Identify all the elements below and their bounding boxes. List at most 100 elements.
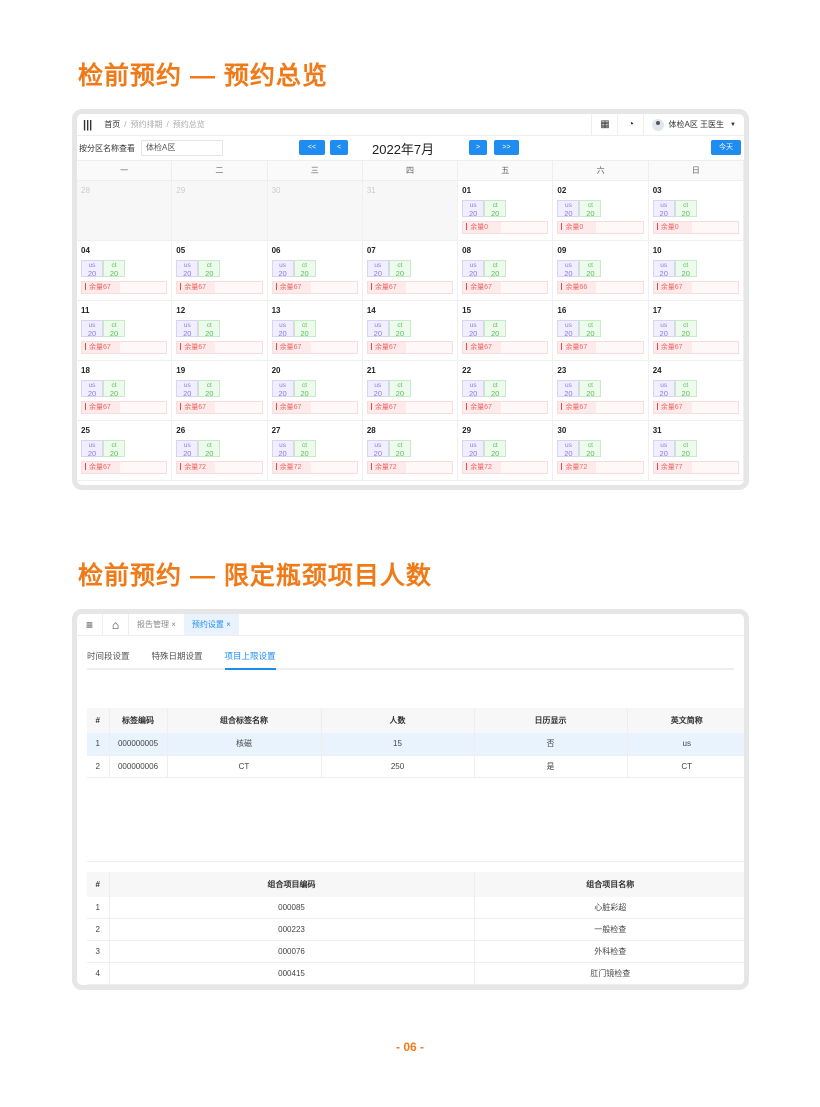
remaining-bar: 余量67 [176,401,263,414]
calendar-day-cell[interactable]: 25 us 20 ct 20 余量67 [77,421,173,481]
us-quota-tag: us 20 [652,200,675,218]
calendar-day-cell[interactable]: 03 us 20 ct 20 余量0 [648,181,744,241]
calendar-day-cell[interactable]: 28 us 20 ct 20 余量72 [362,421,459,481]
remaining-bar: 余量67 [271,341,358,354]
calendar-day-cell[interactable]: 17 us 20 ct 20 余量67 [648,301,744,361]
next-button[interactable]: > [469,140,487,155]
table-row[interactable]: 4 000415 肛门镜检查 [87,962,744,985]
ct-quota-tag: ct 20 [388,320,411,338]
ct-quota-tag: ct 20 [484,440,507,458]
day-number: 13 [271,306,281,315]
tab-report-management[interactable]: 报告管理 × [137,620,176,629]
us-quota-tag: us 20 [462,440,485,458]
us-quota-tag: us 20 [366,440,389,458]
day-number: 25 [81,426,90,435]
menu-icon[interactable]: ||| [83,118,93,131]
weekday-label: 三 [268,161,363,181]
zone-select[interactable]: 体检A区 [141,140,223,156]
remaining-bar: 余量67 [271,281,358,294]
table-cell: 15 [321,733,475,756]
calendar-day-cell[interactable]: 05 us 20 ct 20 余量67 [172,241,268,301]
prev-button[interactable]: < [330,140,348,155]
ct-quota-tag: ct 20 [198,320,221,338]
subtab-item-limit[interactable]: 项目上限设置 [224,650,276,670]
breadcrumb-schedule[interactable]: 预约排期 [130,120,163,129]
tab-appointment-settings[interactable]: 预约设置 × [183,614,239,635]
calendar-day-cell[interactable]: 15 us 20 ct 20 余量67 [458,301,554,361]
remaining-bar: 余量67 [652,401,739,414]
table-row[interactable]: 3 000076 外科检查 [87,940,744,963]
calendar-day-cell[interactable]: 14 us 20 ct 20 余量67 [362,301,459,361]
day-number: 29 [462,426,472,435]
ct-quota-tag: ct 20 [198,440,221,458]
calendar-day-cell[interactable]: 16 us 20 ct 20 余量67 [553,301,649,361]
ct-quota-tag: ct 20 [674,320,697,338]
ct-quota-tag: ct 20 [388,380,411,398]
calendar-day-cell[interactable]: 29 us 20 ct 20 余量72 [458,421,554,481]
us-quota-tag: us 20 [176,440,199,458]
first-button[interactable]: << [299,140,325,155]
remaining-bar: 余量72 [366,461,454,474]
remaining-bar: 余量72 [176,461,263,474]
subtab-time-slot[interactable]: 时间段设置 [87,651,130,661]
calendar-cell-prev-month: 29 [172,181,268,241]
calendar-day-cell[interactable]: 26 us 20 ct 20 余量72 [172,421,268,481]
breadcrumb-home[interactable]: 首页 [104,120,121,129]
calendar-day-cell[interactable]: 11 us 20 ct 20 余量67 [77,301,173,361]
table-cell: 1 [87,896,110,919]
calendar-day-cell[interactable]: 02 us 20 ct 20 余量0 [553,181,649,241]
day-number: 21 [366,366,376,375]
calendar-day-cell[interactable]: 30 us 20 ct 20 余量72 [553,421,649,481]
calendar-day-cell[interactable]: 21 us 20 ct 20 余量67 [362,361,459,421]
page-number: - 06 - [395,1040,424,1054]
calendar-day-cell[interactable]: 19 us 20 ct 20 余量67 [172,361,268,421]
calendar-day-cell[interactable]: 22 us 20 ct 20 余量67 [458,361,554,421]
calendar-day-cell[interactable]: 20 us 20 ct 20 余量67 [267,361,363,421]
today-button[interactable]: 今天 [711,140,741,155]
calendar-day-cell[interactable]: 07 us 20 ct 20 余量67 [362,241,459,301]
table-cell: 000415 [109,962,475,985]
column-header: 标签编码 [109,708,168,733]
last-button[interactable]: >> [494,140,519,155]
home-icon[interactable]: ⌂ [103,614,129,635]
table-cell: 一般检查 [474,918,744,941]
table-row[interactable]: 1 000000005 核磁 15 否 us [87,733,744,756]
calendar-day-cell[interactable]: 09 us 20 ct 20 余量66 [553,241,649,301]
ct-quota-tag: ct 20 [388,440,411,458]
calendar-day-cell[interactable]: 06 us 20 ct 20 余量67 [267,241,363,301]
table-row[interactable]: 1 000085 心脏彩超 [87,896,744,919]
calendar-day-cell[interactable]: 23 us 20 ct 20 余量67 [553,361,649,421]
calendar-day-cell[interactable]: 27 us 20 ct 20 余量72 [267,421,363,481]
calendar-day-cell[interactable]: 08 us 20 ct 20 余量67 [458,241,554,301]
us-quota-tag: us 20 [652,380,675,398]
table-row[interactable]: 2 000000006 CT 250 是 CT [87,755,744,778]
ct-quota-tag: ct 20 [579,380,602,398]
hamburger-icon[interactable]: ≡ [77,614,103,635]
remaining-bar: 余量0 [462,221,549,234]
calendar-day-cell[interactable]: 31 us 20 ct 20 余量77 [648,421,744,481]
calendar-day-cell[interactable]: 18 us 20 ct 20 余量67 [77,361,173,421]
calendar-day-cell[interactable]: 12 us 20 ct 20 余量67 [172,301,268,361]
day-number: 22 [462,366,472,375]
calendar-day-cell[interactable]: 04 us 20 ct 20 余量67 [77,241,173,301]
calendar-day-cell[interactable]: 01 us 20 ct 20 余量0 [458,181,554,241]
table-cell: 否 [474,733,628,756]
palette-icon[interactable]: ◔ [617,114,643,135]
ct-quota-tag: ct 20 [103,440,125,458]
day-number: 01 [462,186,472,195]
calendar-day-cell[interactable]: 24 us 20 ct 20 余量67 [648,361,744,421]
remaining-bar: 余量67 [366,401,454,414]
user-menu[interactable]: 体检A区 王医生 ▼ [643,114,744,135]
grid-icon[interactable]: ▦ [591,114,617,135]
settings-window: ≡ ⌂ 报告管理 × 预约设置 × 时间段设置 特殊日期设置 项目上限设置 # 标… [72,609,749,990]
calendar-day-cell[interactable]: 10 us 20 ct 20 余量67 [648,241,744,301]
remaining-bar: 余量67 [462,341,549,354]
section-title: 检前预约 — 预约总览 [78,62,328,90]
table-row[interactable]: 2 000223 一般检查 [87,918,744,941]
us-quota-tag: us 20 [271,320,294,338]
subtab-special-date[interactable]: 特殊日期设置 [151,651,203,661]
table-cell: 核磁 [167,733,322,756]
remaining-bar: 余量67 [462,281,549,294]
calendar-day-cell[interactable]: 13 us 20 ct 20 余量67 [267,301,363,361]
ct-quota-tag: ct 20 [198,260,221,278]
